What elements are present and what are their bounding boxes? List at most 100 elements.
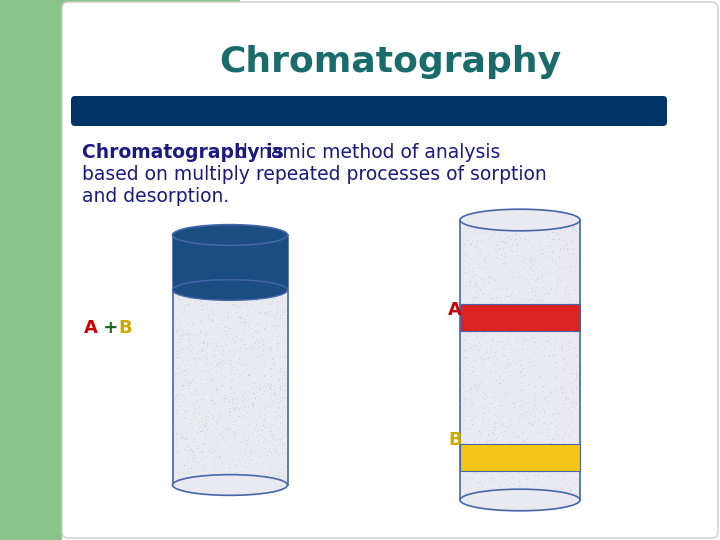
Point xyxy=(469,371,481,380)
Point xyxy=(230,468,241,476)
Point xyxy=(238,468,249,476)
Point xyxy=(515,438,526,447)
Point xyxy=(535,272,546,281)
Point xyxy=(221,252,233,261)
Point xyxy=(249,240,261,249)
Point xyxy=(199,464,210,473)
Point xyxy=(199,461,210,470)
Point xyxy=(245,447,256,456)
Point xyxy=(480,470,492,479)
Point xyxy=(571,397,582,406)
Point xyxy=(240,440,252,448)
Point xyxy=(269,389,280,397)
Point xyxy=(193,389,204,397)
Point xyxy=(189,456,201,465)
Point xyxy=(200,308,212,317)
Point xyxy=(494,379,505,387)
Point xyxy=(215,323,226,332)
Point xyxy=(544,341,556,349)
Point xyxy=(181,378,193,387)
Point xyxy=(271,424,283,433)
Point xyxy=(229,251,240,259)
Point xyxy=(194,354,205,362)
Point xyxy=(188,389,199,398)
Point xyxy=(174,353,185,361)
Point xyxy=(177,409,189,418)
Point xyxy=(528,395,539,404)
Point xyxy=(243,431,254,440)
Point xyxy=(196,345,207,353)
Point xyxy=(220,247,232,256)
Point xyxy=(196,316,207,325)
Point xyxy=(238,340,250,348)
Point xyxy=(459,490,471,498)
Point xyxy=(528,401,539,410)
Point xyxy=(473,408,485,416)
Point xyxy=(506,471,518,480)
Point xyxy=(197,305,208,313)
Point xyxy=(189,242,201,251)
Point xyxy=(465,323,477,332)
Point xyxy=(467,318,478,326)
Point xyxy=(253,436,264,444)
Point xyxy=(224,392,235,400)
Point xyxy=(269,313,281,322)
Point xyxy=(229,260,240,268)
Point xyxy=(510,234,521,242)
Point xyxy=(510,327,522,336)
Point xyxy=(271,471,282,480)
Point xyxy=(542,424,554,433)
Point xyxy=(276,439,287,448)
Point xyxy=(243,249,255,258)
Point xyxy=(241,435,253,444)
Point xyxy=(565,237,577,246)
Point xyxy=(532,445,544,454)
Point xyxy=(485,344,497,353)
Point xyxy=(231,402,243,411)
Point xyxy=(479,238,490,246)
Point xyxy=(503,466,514,475)
Point xyxy=(274,256,286,265)
Point xyxy=(254,411,266,420)
Point xyxy=(559,240,571,249)
Point xyxy=(207,436,219,445)
Point xyxy=(570,384,582,393)
Point xyxy=(250,393,261,402)
Point xyxy=(471,287,482,296)
Point xyxy=(204,256,216,265)
Point xyxy=(475,247,487,255)
Point xyxy=(505,314,516,323)
Point xyxy=(554,224,566,233)
Point xyxy=(238,379,250,388)
Point xyxy=(182,465,194,474)
Point xyxy=(474,455,485,464)
Point xyxy=(511,307,523,316)
Point xyxy=(553,263,564,272)
Point xyxy=(568,289,580,298)
Point xyxy=(276,296,287,305)
Point xyxy=(171,383,183,391)
Point xyxy=(227,241,238,249)
Point xyxy=(239,294,251,303)
Point xyxy=(255,258,266,267)
Point xyxy=(475,462,487,470)
Point xyxy=(257,351,269,360)
Point xyxy=(563,485,575,494)
Point xyxy=(276,465,287,474)
Point xyxy=(235,300,247,309)
Point xyxy=(562,240,573,248)
Point xyxy=(251,327,263,336)
Point xyxy=(273,250,284,259)
Point xyxy=(544,439,555,448)
Point xyxy=(265,363,276,372)
Point xyxy=(215,382,227,390)
Point xyxy=(225,407,236,415)
Point xyxy=(204,393,216,401)
Point xyxy=(181,380,193,389)
Point xyxy=(557,240,569,249)
Point xyxy=(566,222,577,231)
Point xyxy=(539,290,550,299)
Point xyxy=(179,362,191,370)
Point xyxy=(487,334,498,343)
Point xyxy=(564,267,575,275)
